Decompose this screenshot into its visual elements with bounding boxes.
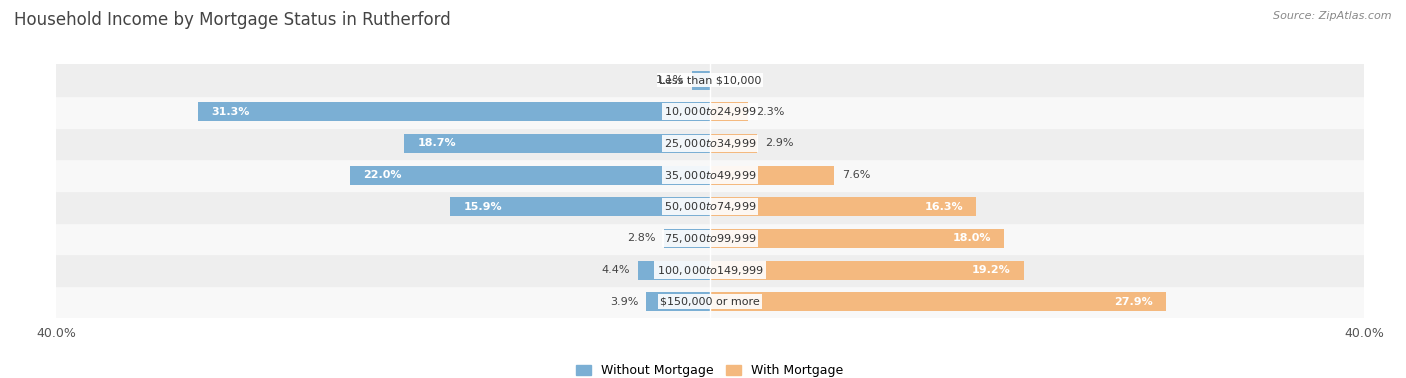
Text: $25,000 to $34,999: $25,000 to $34,999 [664, 137, 756, 150]
Text: 18.0%: 18.0% [953, 233, 991, 243]
Bar [450, 197, 710, 216]
Text: $50,000 to $74,999: $50,000 to $74,999 [664, 200, 756, 213]
Bar [710, 229, 1004, 248]
Text: 18.7%: 18.7% [418, 138, 456, 149]
Bar [56, 96, 1364, 128]
Bar [56, 159, 1364, 191]
Bar [638, 260, 710, 280]
Text: 3.9%: 3.9% [610, 297, 638, 307]
Bar [710, 197, 976, 216]
Bar [56, 286, 1364, 318]
Bar [710, 166, 834, 184]
Bar [56, 254, 1364, 286]
Text: $10,000 to $24,999: $10,000 to $24,999 [664, 105, 756, 118]
Text: 2.3%: 2.3% [756, 107, 785, 117]
Bar [710, 292, 1166, 311]
Text: Household Income by Mortgage Status in Rutherford: Household Income by Mortgage Status in R… [14, 11, 451, 29]
Bar [710, 134, 758, 153]
Bar [350, 166, 710, 184]
Bar [56, 64, 1364, 96]
Text: 4.4%: 4.4% [602, 265, 630, 275]
Bar [710, 260, 1024, 280]
Text: 7.6%: 7.6% [842, 170, 870, 180]
Text: 31.3%: 31.3% [211, 107, 250, 117]
Bar [647, 292, 710, 311]
Text: 19.2%: 19.2% [972, 265, 1011, 275]
Text: Source: ZipAtlas.com: Source: ZipAtlas.com [1274, 11, 1392, 21]
Text: Less than $10,000: Less than $10,000 [659, 75, 761, 85]
Legend: Without Mortgage, With Mortgage: Without Mortgage, With Mortgage [571, 359, 849, 378]
Text: 16.3%: 16.3% [925, 202, 963, 212]
Text: $75,000 to $99,999: $75,000 to $99,999 [664, 232, 756, 245]
Text: 15.9%: 15.9% [463, 202, 502, 212]
Text: $150,000 or more: $150,000 or more [661, 297, 759, 307]
Bar [56, 191, 1364, 223]
Bar [198, 102, 710, 121]
Text: $100,000 to $149,999: $100,000 to $149,999 [657, 263, 763, 277]
Bar [56, 223, 1364, 254]
Bar [692, 71, 710, 90]
Text: 2.9%: 2.9% [766, 138, 794, 149]
Text: 2.8%: 2.8% [627, 233, 657, 243]
Text: 22.0%: 22.0% [364, 170, 402, 180]
Bar [405, 134, 710, 153]
Bar [56, 128, 1364, 159]
Text: 1.1%: 1.1% [655, 75, 683, 85]
Bar [710, 102, 748, 121]
Bar [664, 229, 710, 248]
Text: $35,000 to $49,999: $35,000 to $49,999 [664, 169, 756, 181]
Text: 27.9%: 27.9% [1114, 297, 1153, 307]
